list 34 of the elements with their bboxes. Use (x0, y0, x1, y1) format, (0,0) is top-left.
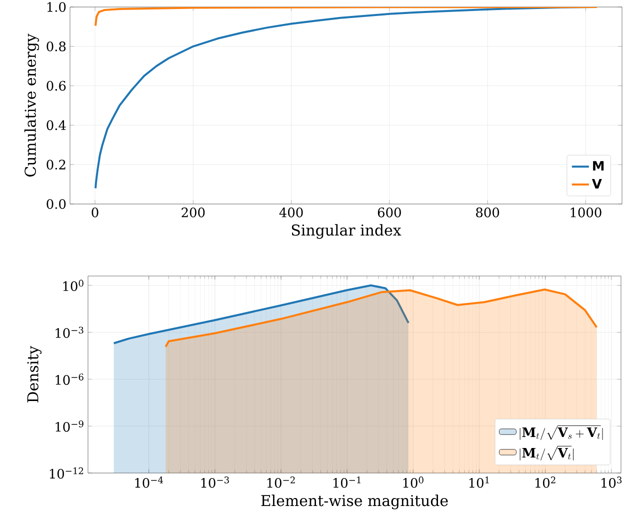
x-axis-title: Element-wise magnitude (261, 494, 448, 510)
y-tick-label: 0.6 (46, 80, 66, 91)
x-tick-label: 10$^{−2}$ (267, 476, 295, 488)
y-tick-label: 10$^{−9}$ (56, 420, 84, 432)
x-tick-label: 800 (476, 208, 500, 218)
y-tick-label: 0.2 (46, 160, 66, 170)
x-tick-label: 10$^{2}$ (535, 476, 556, 488)
x-tick-label: 10$^{−4}$ (135, 476, 164, 488)
y-tick-label: 1.0 (47, 2, 66, 12)
x-tick-label: 10$^{1}$ (469, 476, 489, 488)
legend-label: M (593, 161, 604, 171)
y-axis-title: Cumulative energy (24, 34, 40, 177)
x-tick-label: 400 (279, 208, 303, 218)
legend-label: V (592, 179, 602, 188)
x-axis-title: Singular index (292, 224, 402, 239)
x-tick-label: 10$^{3}$ (602, 476, 622, 488)
legend-label: $|\mathbf{M}_t/\sqrt{\mathbf{V}_s+\mathbf{V}_t}|$ (520, 425, 603, 440)
line-series (94, 7, 598, 27)
legend-label: $|\mathbf{M}_t/\sqrt{\mathbf{V}_t}|$ (520, 446, 574, 460)
y-tick-label: 0.0 (46, 199, 66, 209)
x-tick-label: 200 (182, 208, 205, 218)
y-tick-label: 10$^{−12}$ (50, 467, 84, 479)
x-tick-label: 600 (378, 208, 401, 218)
y-tick-label: 10$^{−6}$ (56, 374, 84, 385)
x-tick-label: 10$^{0}$ (403, 476, 424, 488)
y-tick-label: 0.4 (46, 120, 66, 130)
y-tick-label: 10$^{0}$ (63, 280, 84, 292)
y-tick-label: 10$^{−3}$ (56, 326, 84, 338)
x-tick-label: 1000 (570, 208, 602, 218)
y-axis-title: Density (27, 346, 42, 402)
y-tick-label: 0.8 (46, 42, 66, 52)
x-tick-label: 0 (92, 208, 98, 218)
x-tick-label: 10$^{−3}$ (201, 476, 229, 488)
x-tick-label: 10$^{−1}$ (333, 476, 360, 488)
